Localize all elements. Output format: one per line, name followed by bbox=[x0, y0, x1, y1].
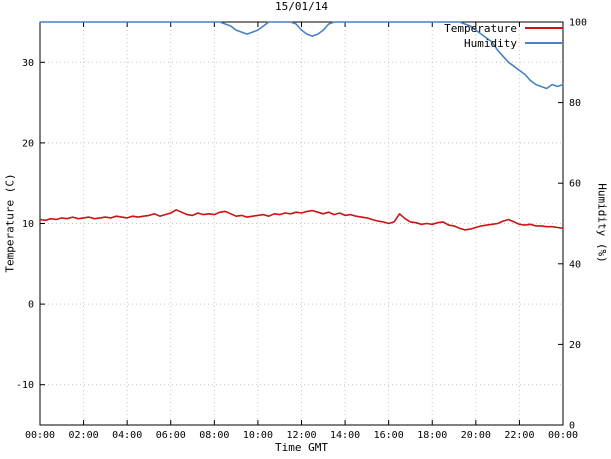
legend-label-humidity: Humidity bbox=[464, 36, 517, 50]
chart-title: 15/01/14 bbox=[275, 0, 328, 13]
legend-label-temperature: Temperature bbox=[444, 21, 517, 35]
x-tick-label: 12:00 bbox=[286, 430, 316, 441]
right-tick-label: 100 bbox=[569, 18, 587, 29]
legend-item-humidity: Humidity bbox=[464, 36, 563, 50]
legend: Temperature Humidity bbox=[444, 21, 563, 50]
legend-item-temperature: Temperature bbox=[444, 21, 563, 35]
left-tick-label: 10 bbox=[22, 219, 34, 230]
left-tick-label: 20 bbox=[22, 138, 34, 149]
left-tick-label: -10 bbox=[16, 380, 34, 391]
humidity-line-sample bbox=[525, 42, 563, 44]
x-axis-title: Time GMT bbox=[275, 441, 328, 454]
left-tick-label: 0 bbox=[28, 300, 34, 311]
right-axis-title: Humidity (%) bbox=[595, 183, 609, 263]
x-tick-label: 14:00 bbox=[330, 430, 360, 441]
x-tick-label: 18:00 bbox=[417, 430, 447, 441]
left-tick-label: 30 bbox=[22, 58, 34, 69]
temperature-line-sample bbox=[525, 27, 563, 29]
x-tick-label: 04:00 bbox=[112, 430, 142, 441]
plot-border bbox=[39, 21, 564, 426]
right-tick-label: 20 bbox=[569, 340, 581, 351]
x-tick-label: 20:00 bbox=[461, 430, 491, 441]
humidity-series-line bbox=[39, 21, 564, 90]
right-tick-label: 60 bbox=[569, 179, 581, 190]
x-tick-label: 10:00 bbox=[243, 430, 273, 441]
x-tick-label: 22:00 bbox=[504, 430, 534, 441]
x-tick-label: 02:00 bbox=[69, 430, 99, 441]
x-tick-label: 16:00 bbox=[374, 430, 404, 441]
x-tick-label: 00:00 bbox=[25, 430, 55, 441]
x-tick-label: 08:00 bbox=[199, 430, 229, 441]
temperature-series-line bbox=[39, 209, 564, 231]
x-tick-label: 06:00 bbox=[156, 430, 186, 441]
right-tick-label: 0 bbox=[569, 421, 575, 432]
x-tick-label: 00:00 bbox=[548, 430, 578, 441]
right-tick-label: 80 bbox=[569, 98, 581, 109]
right-tick-label: 40 bbox=[569, 259, 581, 270]
left-axis-title: Temperature (C) bbox=[3, 173, 17, 273]
